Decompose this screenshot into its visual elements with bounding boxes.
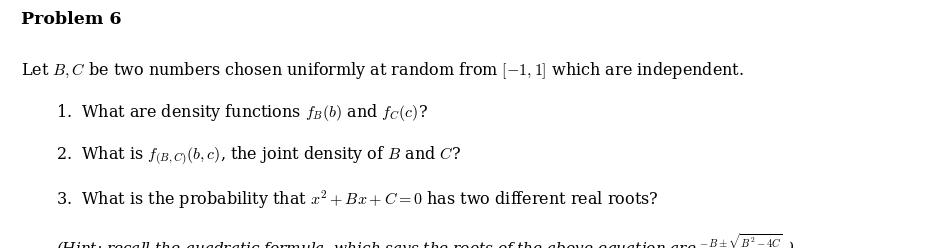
Text: 3.  What is the probability that $x^2 + Bx + C = 0$ has two different real roots: 3. What is the probability that $x^2 + B…	[56, 188, 659, 211]
Text: Let $B, C$ be two numbers chosen uniformly at random from $[-1, 1]$ which are in: Let $B, C$ be two numbers chosen uniform…	[21, 60, 744, 81]
Text: 1.  What are density functions $f_B(b)$ and $f_C(c)$?: 1. What are density functions $f_B(b)$ a…	[56, 102, 429, 123]
Text: Problem 6: Problem 6	[21, 11, 121, 28]
Text: 2.  What is $f_{(B,C)}(b, c)$, the joint density of $B$ and $C$?: 2. What is $f_{(B,C)}(b, c)$, the joint …	[56, 145, 462, 168]
Text: (Hint: recall the quadratic formula, which says the roots of the above equation : (Hint: recall the quadratic formula, whi…	[56, 231, 795, 248]
